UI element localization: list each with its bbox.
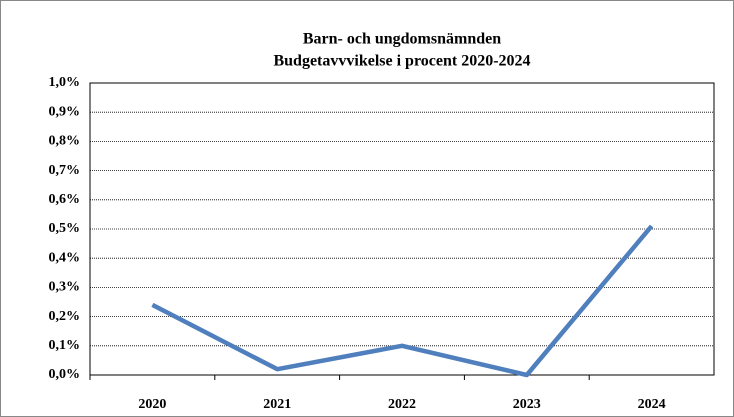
chart-subtitle: Budgetavvvikelse i procent 2020-2024 — [273, 53, 530, 70]
y-tick-label: 0,4% — [49, 250, 81, 265]
y-tick-label: 0,1% — [49, 338, 81, 353]
x-tick-label: 2023 — [513, 397, 541, 412]
x-tick-label: 2021 — [263, 397, 291, 412]
x-tick-label: 2022 — [388, 397, 416, 412]
plot-area — [89, 82, 715, 376]
y-tick-label: 0,8% — [49, 134, 81, 149]
x-tick-label: 2024 — [638, 397, 666, 412]
x-tick-label: 2020 — [138, 397, 166, 412]
y-tick-label: 0,7% — [49, 163, 81, 178]
y-tick-label: 0,3% — [49, 280, 81, 295]
chart-title: Barn- och ungdomsnämnden — [303, 31, 501, 48]
y-tick-label: 0,0% — [49, 367, 81, 382]
y-tick-label: 0,9% — [49, 104, 81, 119]
y-tick-label: 0,6% — [49, 192, 81, 207]
y-tick-label: 1,0% — [49, 75, 81, 90]
line-series — [151, 224, 654, 378]
y-tick-label: 0,2% — [49, 309, 81, 324]
y-tick-label: 0,5% — [49, 221, 81, 236]
